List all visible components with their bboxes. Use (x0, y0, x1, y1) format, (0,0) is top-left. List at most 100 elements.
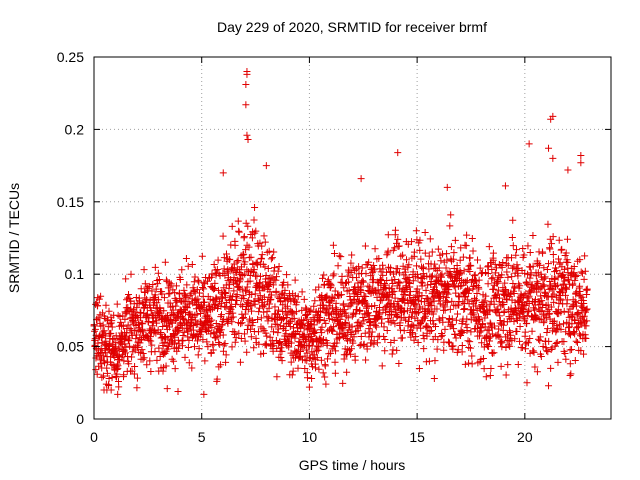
data-point (524, 339, 532, 347)
data-point (251, 300, 259, 308)
data-point (225, 284, 233, 292)
data-point (162, 313, 170, 321)
data-point (564, 308, 572, 316)
data-point (526, 274, 534, 282)
data-point (259, 303, 267, 311)
data-point (582, 322, 590, 330)
data-point (289, 367, 297, 375)
data-point (519, 245, 527, 253)
data-point (122, 332, 130, 340)
data-point (364, 302, 372, 310)
data-point (465, 343, 473, 351)
data-point (230, 264, 238, 272)
data-point (545, 144, 553, 152)
data-point (560, 338, 568, 346)
data-point (155, 296, 163, 304)
data-point (445, 339, 453, 347)
data-point (220, 254, 228, 262)
data-point (311, 297, 319, 305)
data-point (488, 330, 496, 338)
data-point (571, 276, 579, 284)
data-point (209, 346, 217, 354)
data-point (571, 273, 579, 281)
data-point (267, 295, 275, 303)
data-point (486, 307, 494, 315)
data-point (384, 247, 392, 255)
data-point (167, 280, 175, 288)
data-point (165, 290, 173, 298)
data-point (405, 291, 413, 299)
data-point (124, 321, 132, 329)
data-point (449, 321, 457, 329)
axis-ticks (93, 56, 611, 420)
data-point (207, 273, 215, 281)
data-point (550, 258, 558, 266)
data-point (256, 304, 264, 312)
data-point (371, 302, 379, 310)
data-point (547, 364, 555, 372)
data-point (231, 328, 239, 336)
data-point (432, 323, 439, 331)
data-point (91, 325, 99, 333)
data-point (158, 290, 166, 298)
data-point (303, 349, 311, 357)
data-point (461, 305, 469, 313)
data-point (246, 325, 254, 333)
data-point (422, 286, 430, 294)
data-point (351, 356, 359, 364)
x-axis-label: GPS time / hours (299, 457, 406, 473)
data-point (416, 236, 424, 244)
data-point (152, 285, 160, 293)
data-point (451, 283, 459, 291)
data-point (464, 296, 472, 304)
data-point (379, 265, 387, 273)
data-point (138, 326, 146, 334)
data-point (365, 325, 373, 333)
data-point (416, 246, 424, 254)
data-point (267, 255, 275, 263)
data-point (351, 283, 359, 291)
data-point (211, 279, 219, 287)
data-point (413, 236, 421, 244)
data-point (489, 274, 497, 282)
data-point (254, 315, 262, 323)
data-point (528, 327, 536, 335)
data-point (196, 303, 204, 311)
data-point (250, 344, 258, 352)
data-point (568, 320, 576, 328)
data-point (320, 317, 328, 325)
data-point (352, 289, 360, 297)
data-point (498, 263, 506, 271)
data-point (184, 262, 192, 270)
data-point (480, 365, 488, 373)
data-point (394, 235, 402, 243)
data-point (523, 319, 531, 327)
data-point (580, 275, 588, 283)
data-point (476, 316, 484, 324)
data-point (236, 276, 244, 284)
data-point (340, 284, 348, 292)
data-point (171, 333, 179, 341)
data-point (273, 320, 281, 328)
data-point (301, 365, 309, 373)
data-point (348, 323, 356, 331)
data-point (234, 217, 242, 225)
data-point (459, 253, 467, 261)
data-point (274, 329, 282, 337)
data-point (564, 259, 572, 267)
data-point (211, 301, 219, 309)
data-point (139, 320, 147, 328)
data-point (534, 279, 542, 287)
data-point (288, 308, 296, 316)
data-point (328, 293, 336, 301)
data-point (238, 314, 246, 322)
data-point (521, 269, 529, 277)
data-point (248, 302, 256, 310)
data-point (566, 346, 574, 354)
data-point (121, 340, 129, 348)
data-point (480, 298, 488, 306)
data-point (420, 314, 428, 322)
data-point (433, 345, 441, 353)
data-point (433, 305, 441, 313)
data-point (555, 236, 563, 244)
